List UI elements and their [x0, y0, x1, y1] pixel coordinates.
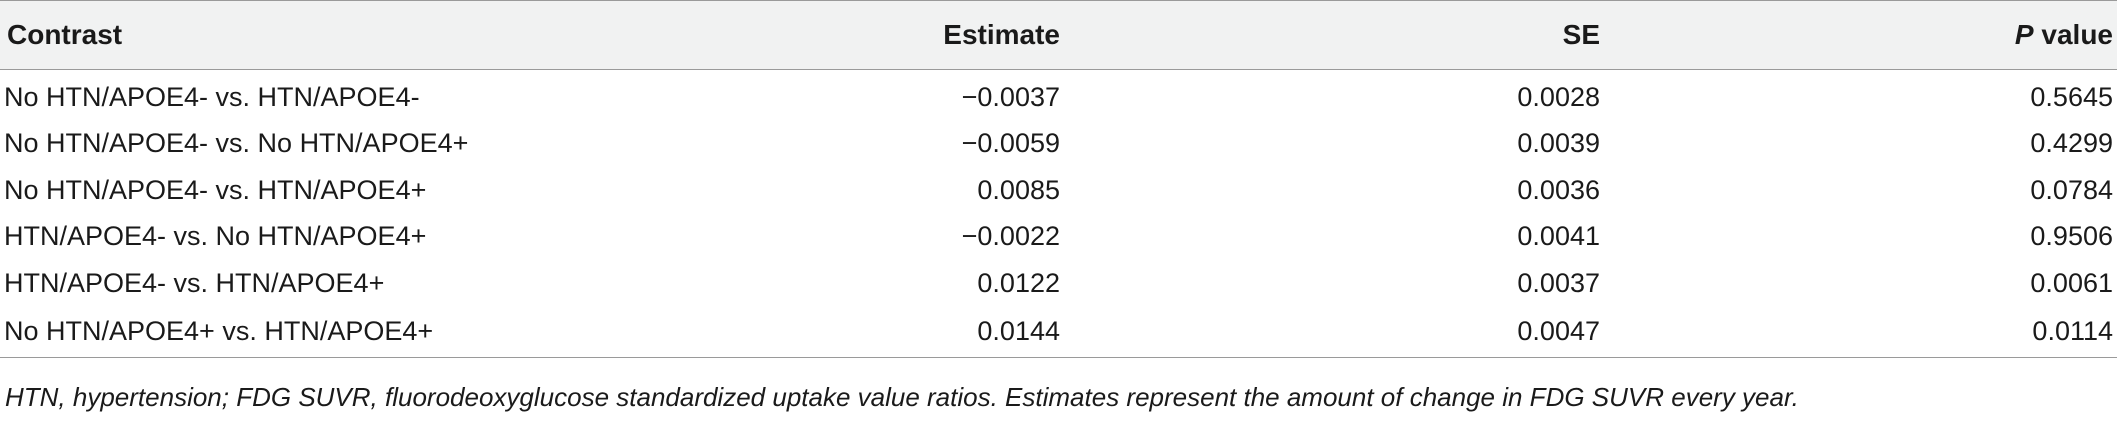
table-header: Contrast Estimate SE P value	[0, 0, 2117, 70]
cell-estimate: 0.0085	[977, 174, 1060, 205]
header-p-value: P value	[1600, 0, 2117, 70]
cell-estimate: 0.0144	[720, 306, 1060, 358]
cell-se: 0.0041	[1517, 221, 1600, 252]
table-row: No HTN/APOE4- vs. No HTN/APOE4+ −0.0059 …	[0, 121, 2117, 168]
cell-p-value: 0.4299	[2030, 128, 2113, 159]
table-footnote: HTN, hypertension; FDG SUVR, fluorodeoxy…	[5, 382, 1799, 412]
cell-se: 0.0036	[1517, 174, 1600, 205]
cell-contrast: No HTN/APOE4- vs. HTN/APOE4+	[4, 174, 427, 205]
cell-contrast: No HTN/APOE4- vs. No HTN/APOE4+	[4, 128, 469, 159]
cell-p-value: 0.5645	[2030, 81, 2113, 112]
table-row: HTN/APOE4- vs. HTN/APOE4+ 0.0122 0.0037 …	[0, 260, 2117, 307]
cell-se: 0.0028	[1517, 81, 1600, 112]
cell-contrast: No HTN/APOE4- vs. HTN/APOE4-	[4, 81, 420, 112]
table-row: HTN/APOE4- vs. No HTN/APOE4+ −0.0022 0.0…	[0, 214, 2117, 261]
cell-estimate: −0.0022	[961, 221, 1060, 252]
cell-estimate: −0.0059	[961, 128, 1060, 159]
cell-contrast: HTN/APOE4- vs. No HTN/APOE4+	[4, 221, 427, 252]
header-contrast: Contrast	[0, 0, 720, 70]
header-se: SE	[1060, 0, 1600, 70]
header-p-rest: value	[2033, 19, 2113, 50]
cell-p-value: 0.0114	[1600, 306, 2117, 358]
table-row: No HTN/APOE4- vs. HTN/APOE4- −0.0037 0.0…	[0, 70, 2117, 121]
cell-p-value: 0.0061	[2030, 267, 2113, 298]
cell-contrast: HTN/APOE4- vs. HTN/APOE4+	[4, 267, 385, 298]
header-row: Contrast Estimate SE P value	[0, 0, 2117, 70]
header-p-italic: P	[2014, 19, 2034, 50]
table-row: No HTN/APOE4+ vs. HTN/APOE4+ 0.0144 0.00…	[0, 306, 2117, 358]
results-table-container: Contrast Estimate SE P value No HTN/APOE…	[0, 0, 2117, 358]
cell-contrast: No HTN/APOE4+ vs. HTN/APOE4+	[0, 306, 720, 358]
table-body: No HTN/APOE4- vs. HTN/APOE4- −0.0037 0.0…	[0, 70, 2117, 358]
cell-se: 0.0037	[1517, 267, 1600, 298]
cell-estimate: −0.0037	[961, 81, 1060, 112]
header-estimate: Estimate	[720, 0, 1060, 70]
cell-estimate: 0.0122	[977, 267, 1060, 298]
table-row: No HTN/APOE4- vs. HTN/APOE4+ 0.0085 0.00…	[0, 167, 2117, 214]
cell-se: 0.0039	[1517, 128, 1600, 159]
cell-p-value: 0.9506	[2030, 221, 2113, 252]
cell-p-value: 0.0784	[2030, 174, 2113, 205]
contrast-results-table: Contrast Estimate SE P value No HTN/APOE…	[0, 0, 2117, 358]
cell-se: 0.0047	[1060, 306, 1600, 358]
